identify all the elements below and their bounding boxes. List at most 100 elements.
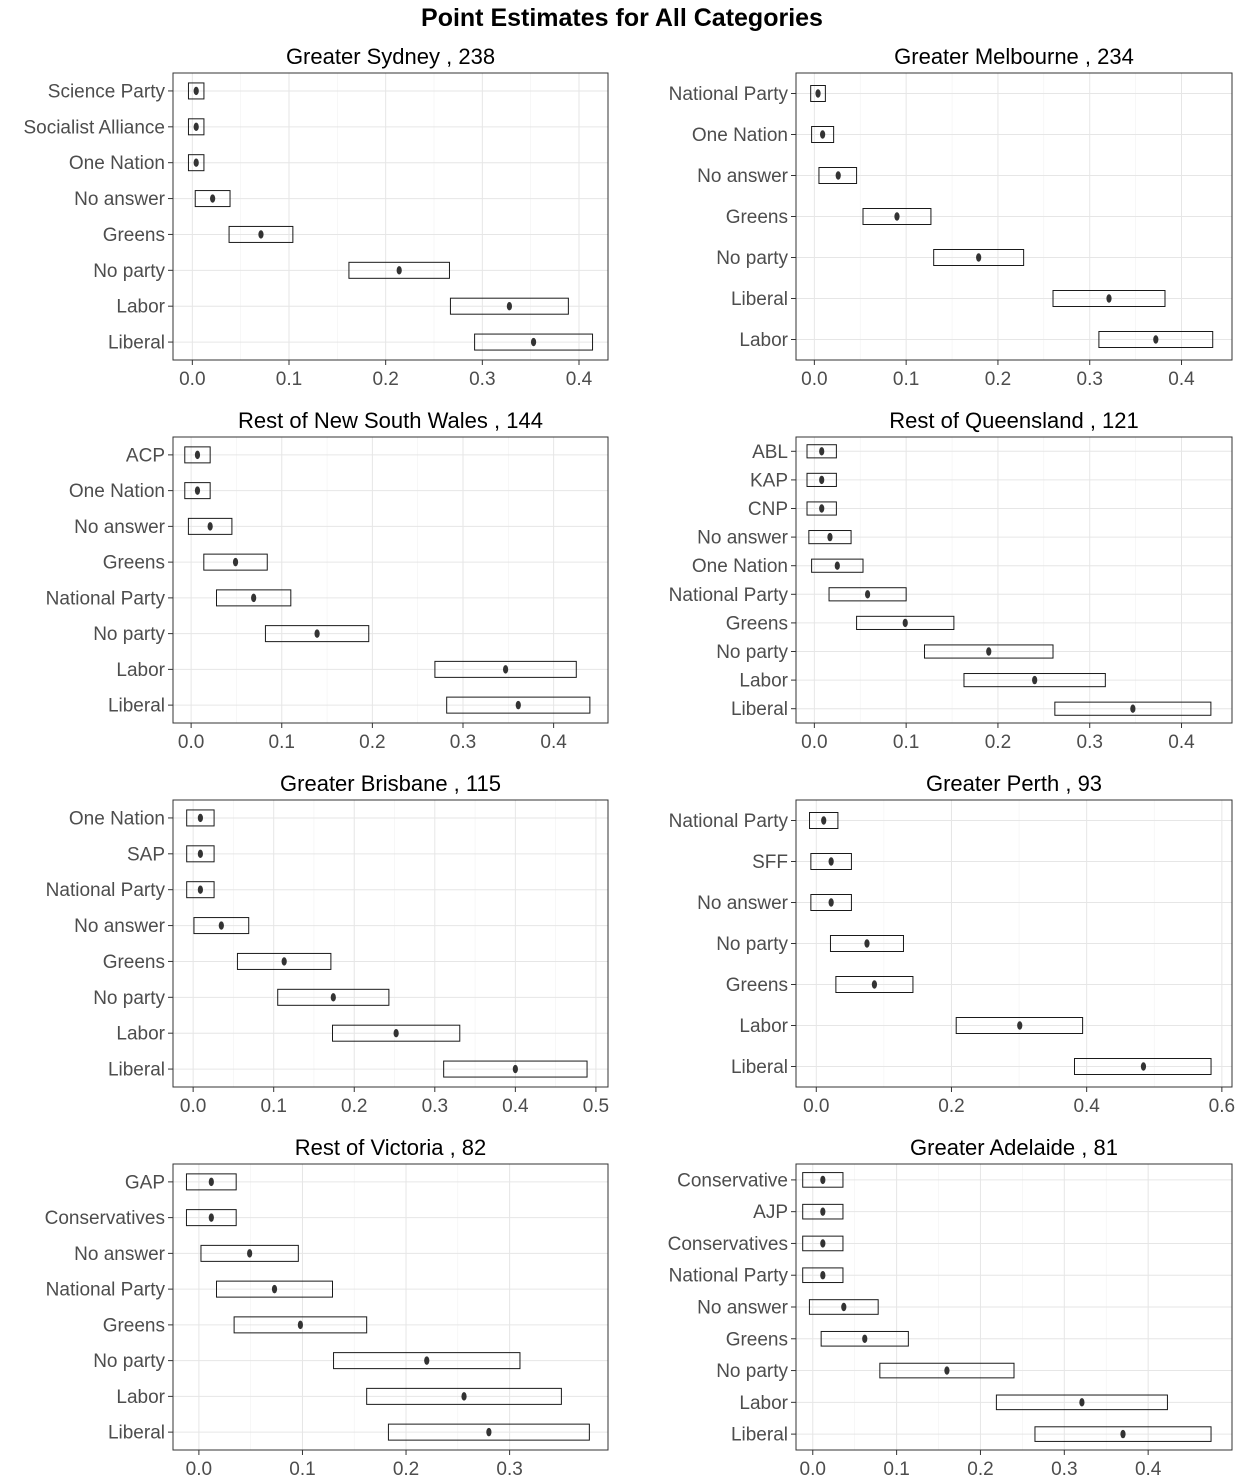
category-label: National Party: [46, 588, 166, 609]
estimate-point: [247, 1249, 253, 1258]
estimate-point: [197, 849, 203, 859]
interval-box: [474, 333, 594, 351]
category-label: No answer: [74, 916, 165, 937]
estimate-point: [271, 1284, 278, 1294]
interval-box: [200, 1244, 299, 1262]
plot-area: [173, 437, 608, 723]
x-tick-label: 0.4: [540, 732, 567, 753]
interval-box: [995, 1394, 1168, 1411]
estimate-point: [281, 957, 287, 966]
estimate-point: [834, 561, 840, 570]
category-label: Labor: [739, 1393, 788, 1414]
panel-border: [172, 1163, 609, 1451]
estimate-point: [232, 557, 239, 567]
x-tick-label: 0.1: [289, 1459, 315, 1475]
interval-box: [187, 118, 205, 136]
estimate-point: [193, 122, 199, 132]
interval-box: [434, 660, 577, 678]
category-label: Greens: [103, 553, 165, 574]
interval-box: [806, 501, 837, 516]
interval-box: [829, 935, 904, 952]
category-label: Liberal: [731, 699, 788, 720]
interval-box: [933, 249, 1025, 266]
category-label: Greens: [726, 207, 788, 228]
interval-box: [187, 82, 205, 100]
category-label: Greens: [103, 1315, 165, 1336]
panel-2: ACP One Nation No answer Greens National Par…: [46, 408, 609, 753]
interval-box: [348, 261, 450, 279]
interval-box: [963, 673, 1106, 688]
panel-border: [172, 436, 609, 724]
estimate-point: [986, 647, 992, 656]
x-tick-label: 0.1: [269, 732, 295, 753]
interval-box: [332, 1024, 461, 1042]
estimate-point: [424, 1356, 430, 1365]
category-label: AJP: [753, 1202, 788, 1223]
interval-box: [333, 1352, 521, 1370]
panel-6: GAP Conservatives No answer National Party G…: [45, 1135, 609, 1475]
category-label: Greens: [726, 1329, 788, 1350]
estimate-point: [944, 1366, 950, 1375]
category-label: SAP: [127, 844, 165, 865]
category-label: Greens: [103, 225, 165, 246]
x-tick-label: 0.2: [967, 1459, 993, 1475]
x-tick-label: 0.0: [178, 732, 204, 753]
interval-box: [806, 444, 837, 459]
category-label: National Party: [46, 1280, 166, 1301]
interval-box: [228, 225, 294, 243]
interval-box: [186, 881, 215, 899]
estimate-point: [871, 980, 878, 989]
category-label: One Nation: [69, 481, 165, 502]
estimate-point: [862, 1334, 868, 1343]
category-label: No party: [93, 1351, 165, 1372]
category-label: Labor: [116, 1387, 165, 1408]
estimate-point: [820, 1207, 826, 1216]
category-label: No party: [716, 1361, 788, 1382]
category-label: Liberal: [731, 289, 788, 310]
x-tick-label: 0.4: [566, 369, 593, 390]
x-tick-label: 0.1: [893, 369, 919, 390]
category-label: Liberal: [108, 333, 165, 354]
category-label: No answer: [74, 189, 165, 210]
x-tick-label: 0.0: [801, 732, 827, 753]
category-label: Liberal: [108, 1423, 165, 1444]
estimate-point: [828, 898, 834, 907]
x-tick-label: 0.0: [803, 1096, 829, 1117]
plot-area: [173, 800, 608, 1087]
interval-box: [236, 952, 332, 970]
interval-box: [264, 625, 370, 643]
panel-0: Science Party Socialist Alliance One Natio…: [23, 44, 609, 390]
estimate-point: [820, 1239, 826, 1248]
panel-border: [795, 799, 1233, 1088]
category-label: ABL: [752, 442, 788, 463]
estimate-point: [1153, 335, 1159, 344]
category-label: Liberal: [108, 1060, 165, 1081]
estimate-point: [1079, 1398, 1085, 1407]
panel-5: National Party SFF No answer No party Greens…: [669, 771, 1235, 1117]
estimate-point: [841, 1302, 847, 1312]
category-label: Conservatives: [668, 1234, 788, 1255]
estimate-point: [258, 230, 264, 239]
category-label: CNP: [748, 499, 788, 520]
interval-box: [233, 1316, 368, 1334]
x-tick-label: 0.1: [883, 1459, 909, 1475]
category-label: Greens: [726, 613, 788, 634]
category-label: No answer: [697, 893, 788, 914]
interval-box: [828, 587, 907, 602]
estimate-point: [197, 813, 203, 823]
estimate-point: [1032, 675, 1038, 685]
estimate-point: [819, 504, 825, 513]
estimate-point: [976, 253, 982, 262]
estimate-point: [1130, 704, 1136, 713]
interval-box: [955, 1017, 1084, 1034]
interval-box: [186, 845, 215, 863]
interval-box: [185, 1173, 237, 1191]
x-tick-label: 0.3: [469, 369, 495, 390]
category-label: ACP: [126, 445, 165, 466]
x-tick-label: 0.3: [450, 732, 476, 753]
category-label: One Nation: [692, 556, 788, 577]
interval-box: [203, 553, 268, 571]
interval-box: [856, 615, 955, 630]
interval-box: [810, 85, 826, 102]
